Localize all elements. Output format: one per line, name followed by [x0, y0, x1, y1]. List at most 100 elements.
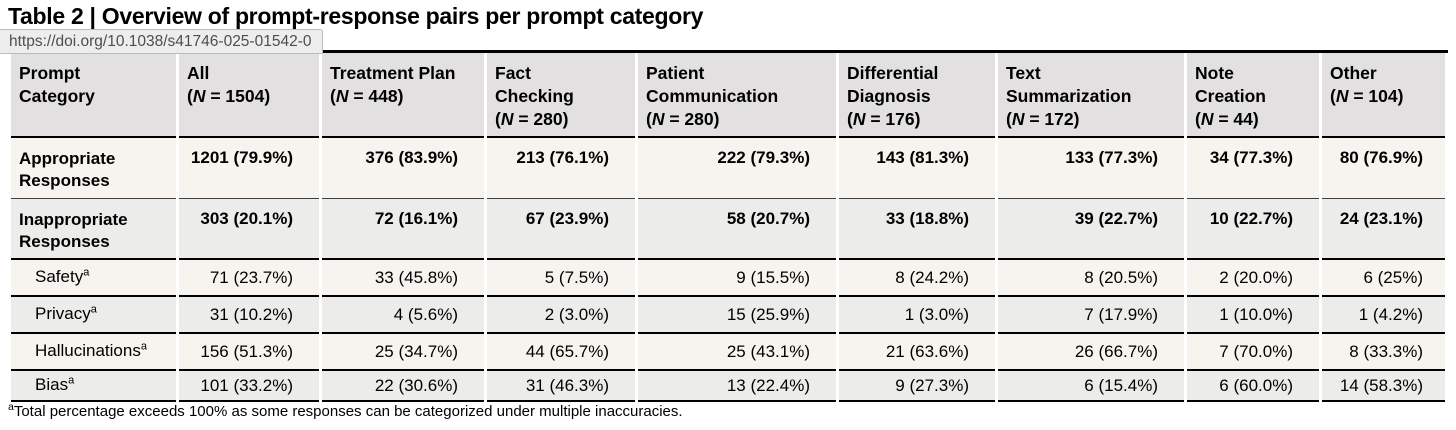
table-row-privacy: Privacya 31 (10.2%) 4 (5.6%) 2 (3.0%) 15… [11, 297, 1445, 334]
table-title: Table 2 | Overview of prompt-response pa… [8, 3, 704, 29]
row-label-text: Hallucinations [35, 341, 141, 361]
cell-value: 44 (65.7%) [487, 334, 635, 371]
row-label-text: Inappropriate Responses [19, 210, 128, 252]
footnote-marker: a [68, 374, 75, 387]
table-header-row: Prompt Category All (N = 1504) Treatment … [11, 53, 1445, 138]
table-row-hallucinations: Hallucinationsa 156 (51.3%) 25 (34.7%) 4… [11, 334, 1445, 371]
cell-value: 6 (60.0%) [1187, 371, 1319, 402]
column-sample-size: (N = 448) [330, 86, 404, 107]
footnote-marker: a [83, 266, 90, 279]
cell-value: 8 (24.2%) [839, 260, 995, 297]
row-label: Hallucinationsa [11, 334, 176, 371]
cell-value: 5 (7.5%) [487, 260, 635, 297]
cell-value: 80 (76.9%) [1322, 138, 1445, 199]
column-header-text-summarization: Text Summarization (N = 172) [998, 53, 1184, 138]
cell-value: 33 (18.8%) [839, 199, 995, 260]
row-label: Biasa [11, 371, 176, 402]
table-row-appropriate-responses: Appropriate Responses 1201 (79.9%) 376 (… [11, 138, 1445, 199]
cell-value: 10 (22.7%) [1187, 199, 1319, 260]
table-row-safety: Safetya 71 (23.7%) 33 (45.8%) 5 (7.5%) 9… [11, 260, 1445, 297]
cell-value: 101 (33.2%) [179, 371, 319, 402]
cell-value: 33 (45.8%) [322, 260, 484, 297]
cell-value: 2 (20.0%) [1187, 260, 1319, 297]
cell-value: 213 (76.1%) [487, 138, 635, 199]
column-title: Fact Checking [495, 63, 574, 107]
cell-value: 22 (30.6%) [322, 371, 484, 402]
column-header-patient-communication: Patient Communication (N = 280) [638, 53, 836, 138]
cell-value: 72 (16.1%) [322, 199, 484, 260]
column-header-fact-checking: Fact Checking (N = 280) [487, 53, 635, 138]
cell-value: 133 (77.3%) [998, 138, 1184, 199]
cell-value: 8 (33.3%) [1322, 334, 1445, 371]
row-label-text: Safety [35, 267, 84, 287]
cell-value: 24 (23.1%) [1322, 199, 1445, 260]
column-title: Patient Communication [646, 63, 779, 107]
column-sample-size: (N = 280) [646, 109, 720, 130]
cell-value: 303 (20.1%) [179, 199, 319, 260]
cell-value: 6 (15.4%) [998, 371, 1184, 402]
cell-value: 14 (58.3%) [1322, 371, 1445, 402]
column-title: Note Creation [1195, 63, 1266, 107]
column-header-all: All (N = 1504) [179, 53, 319, 138]
cell-value: 7 (17.9%) [998, 297, 1184, 334]
table-footnote: aTotal percentage exceeds 100% as some r… [8, 401, 683, 420]
link-url-tooltip: https://doi.org/10.1038/s41746-025-01542… [0, 29, 324, 54]
table-row-inappropriate-responses: Inappropriate Responses 303 (20.1%) 72 (… [11, 199, 1445, 260]
cell-value: 1 (3.0%) [839, 297, 995, 334]
column-title: All [187, 63, 210, 83]
cell-value: 4 (5.6%) [322, 297, 484, 334]
row-label-text: Privacy [35, 304, 91, 324]
cell-value: 9 (15.5%) [638, 260, 836, 297]
cell-value: 25 (34.7%) [322, 334, 484, 371]
column-sample-size: (N = 176) [847, 109, 921, 130]
footnote-text: Total percentage exceeds 100% as some re… [13, 403, 683, 420]
column-sample-size: (N = 1504) [187, 86, 271, 107]
column-header-treatment-plan: Treatment Plan (N = 448) [322, 53, 484, 138]
cell-value: 21 (63.6%) [839, 334, 995, 371]
row-label-text: Appropriate Responses [19, 149, 116, 191]
column-sample-size: (N = 280) [495, 109, 569, 130]
table-row-bias: Biasa 101 (33.2%) 22 (30.6%) 31 (46.3%) … [11, 371, 1445, 402]
column-title: Other [1330, 63, 1377, 83]
cell-value: 8 (20.5%) [998, 260, 1184, 297]
row-label: Appropriate Responses [11, 138, 176, 199]
footnote-marker: a [8, 401, 14, 413]
cell-value: 376 (83.9%) [322, 138, 484, 199]
column-sample-size: (N = 172) [1006, 109, 1080, 130]
footnote-marker: a [140, 340, 147, 353]
column-sample-size: (N = 104) [1330, 86, 1404, 107]
row-label: Safetya [11, 260, 176, 297]
data-table: Prompt Category All (N = 1504) Treatment … [8, 50, 1448, 402]
row-label: Privacya [11, 297, 176, 334]
cell-value: 71 (23.7%) [179, 260, 319, 297]
cell-value: 143 (81.3%) [839, 138, 995, 199]
column-sample-size: (N = 44) [1195, 109, 1259, 130]
column-title: Prompt Category [19, 63, 95, 107]
cell-value: 15 (25.9%) [638, 297, 836, 334]
cell-value: 31 (46.3%) [487, 371, 635, 402]
column-title: Differential Diagnosis [847, 63, 939, 107]
cell-value: 9 (27.3%) [839, 371, 995, 402]
column-title: Treatment Plan [330, 63, 456, 83]
footnote-marker: a [90, 303, 97, 316]
cell-value: 2 (3.0%) [487, 297, 635, 334]
cell-value: 222 (79.3%) [638, 138, 836, 199]
cell-value: 26 (66.7%) [998, 334, 1184, 371]
row-label: Inappropriate Responses [11, 199, 176, 260]
cell-value: 34 (77.3%) [1187, 138, 1319, 199]
cell-value: 1 (10.0%) [1187, 297, 1319, 334]
cell-value: 58 (20.7%) [638, 199, 836, 260]
cell-value: 7 (70.0%) [1187, 334, 1319, 371]
cell-value: 1201 (79.9%) [179, 138, 319, 199]
column-header-prompt-category: Prompt Category [11, 53, 176, 138]
cell-value: 6 (25%) [1322, 260, 1445, 297]
column-header-other: Other (N = 104) [1322, 53, 1445, 138]
cell-value: 156 (51.3%) [179, 334, 319, 371]
row-label-text: Bias [35, 375, 69, 395]
cell-value: 13 (22.4%) [638, 371, 836, 402]
cell-value: 1 (4.2%) [1322, 297, 1445, 334]
column-header-differential-diagnosis: Differential Diagnosis (N = 176) [839, 53, 995, 138]
cell-value: 31 (10.2%) [179, 297, 319, 334]
cell-value: 67 (23.9%) [487, 199, 635, 260]
